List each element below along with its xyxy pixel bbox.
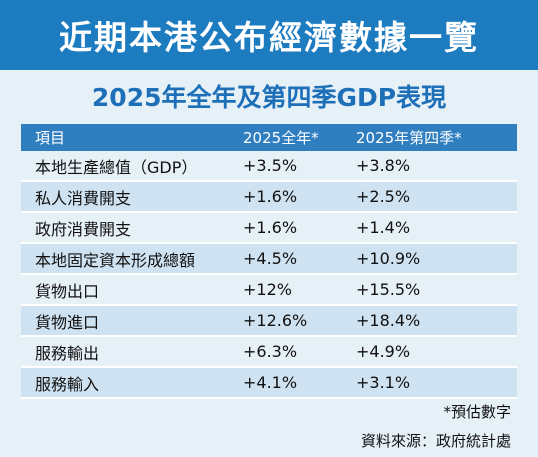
q4-value: +3.8% (343, 151, 517, 182)
q4-value: +3.1% (343, 367, 517, 399)
source-note: 資料來源：政府統計處 (360, 432, 511, 450)
full-year-value: +3.5% (230, 151, 343, 182)
row-label: 服務輸出 (21, 336, 230, 368)
table-header-row: 項目 2025全年* 2025年第四季* (21, 124, 517, 151)
full-year-value: +6.3% (230, 336, 343, 368)
table-row: 服務輸出 +6.3% +4.9% (21, 336, 517, 368)
full-year-value: +12.6% (230, 305, 343, 337)
row-label: 貨物出口 (21, 274, 230, 306)
table-row: 貨物出口 +12% +15.5% (21, 274, 517, 306)
q4-value: +2.5% (343, 181, 517, 213)
header-q4: 2025年第四季* (343, 124, 517, 151)
table-row: 政府消費開支 +1.6% +1.4% (21, 212, 517, 244)
table-row: 本地生產總值（GDP） +3.5% +3.8% (21, 151, 517, 182)
row-label: 本地固定資本形成總額 (21, 243, 230, 275)
title-banner: 近期本港公布經濟數據一覽 (0, 0, 538, 70)
header-full-year: 2025全年* (230, 124, 343, 151)
row-label: 服務輸入 (21, 367, 230, 399)
full-year-value: +1.6% (230, 181, 343, 213)
q4-value: +18.4% (343, 305, 517, 337)
row-label: 政府消費開支 (21, 212, 230, 244)
table-row: 私人消費開支 +1.6% +2.5% (21, 181, 517, 213)
row-label: 本地生產總值（GDP） (21, 151, 230, 182)
full-year-value: +4.5% (230, 243, 343, 275)
table-row: 貨物進口 +12.6% +18.4% (21, 305, 517, 337)
q4-value: +4.9% (343, 336, 517, 368)
row-label: 貨物進口 (21, 305, 230, 337)
full-year-value: +12% (230, 274, 343, 306)
full-year-value: +1.6% (230, 212, 343, 244)
footnote: *預估數字 (443, 403, 511, 421)
q4-value: +10.9% (343, 243, 517, 275)
header-item: 項目 (21, 124, 230, 151)
subtitle: 2025年全年及第四季GDP表現 (91, 83, 447, 112)
full-year-value: +4.1% (230, 367, 343, 399)
table-row: 服務輸入 +4.1% +3.1% (21, 367, 517, 399)
q4-value: +15.5% (343, 274, 517, 306)
row-label: 私人消費開支 (21, 181, 230, 213)
gdp-table: 項目 2025全年* 2025年第四季* 本地生產總值（GDP） +3.5% +… (21, 124, 517, 399)
banner-title: 近期本港公布經濟數據一覽 (59, 18, 479, 57)
q4-value: +1.4% (343, 212, 517, 244)
table-row: 本地固定資本形成總額 +4.5% +10.9% (21, 243, 517, 275)
